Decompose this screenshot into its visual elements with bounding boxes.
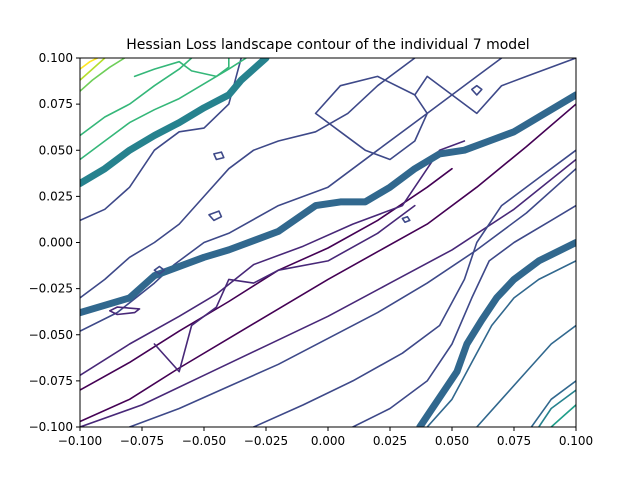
x-tick-label: −0.075 [120,434,164,448]
contour-line-10 [351,204,576,427]
y-tick-label: 0.050 [39,143,73,157]
x-tick-label: −0.050 [182,434,226,448]
y-tick-label: 0.075 [39,97,73,111]
contour-line-23 [133,58,230,78]
contour-line-15 [530,380,576,427]
chart-title: Hessian Loss landscape contour of the in… [126,37,529,53]
contour-line-19 [550,404,576,427]
contour-line-2 [80,158,576,427]
x-tick-label: 0.100 [559,434,593,448]
x-tick-label: −0.025 [244,434,288,448]
contour-line-9 [252,149,576,427]
contour-line-25 [80,58,106,81]
contour-line-0 [80,103,576,423]
x-tick-label: 0.050 [435,434,469,448]
contour-line-4 [153,204,416,373]
contour-line-17 [416,239,576,427]
contour-line-5 [128,167,576,427]
contour-line-30 [401,215,411,223]
contour-line-29 [213,151,225,161]
contour-line-13 [426,260,576,427]
contour-line-24 [80,58,126,92]
contour-line-3 [80,140,466,377]
contour-line-32 [153,265,166,275]
x-tick-label: 0.025 [373,434,407,448]
contour-line-11 [413,58,576,115]
contour-line-6 [80,58,503,332]
contour-lines [80,58,576,427]
contour-line-26 [80,58,99,70]
contour-line-14 [475,324,576,427]
contour-line-12 [314,75,429,161]
y-tick-label: −0.100 [29,420,73,434]
contour-line-7 [80,58,416,299]
contour-line-21 [80,58,247,161]
y-tick-label: −0.025 [29,282,73,296]
contour-line-8 [80,58,242,222]
contour-line-16 [80,91,576,317]
y-tick-label: 0.100 [39,51,73,65]
y-axis: −0.100 −0.075 −0.050 −0.025 0.000 0.025 0.050 0… [29,51,80,434]
contour-line-18 [537,389,576,427]
y-tick-label: −0.075 [29,374,73,388]
contour-line-22 [80,58,193,137]
contour-line-31 [470,84,483,96]
x-tick-label: 0.075 [497,434,531,448]
contour-line-28 [208,210,223,222]
y-tick-label: 0.025 [39,189,73,203]
contour-line-27 [109,306,141,316]
x-axis: −0.100 −0.075 −0.050 −0.025 0.000 0.025 0.050 0… [58,427,593,448]
x-tick-label: 0.000 [311,434,345,448]
x-tick-label: −0.100 [58,434,102,448]
contour-line-20 [80,58,270,187]
y-tick-label: −0.050 [29,328,73,342]
plot-frame [79,57,577,428]
y-tick-label: 0.000 [39,236,73,250]
